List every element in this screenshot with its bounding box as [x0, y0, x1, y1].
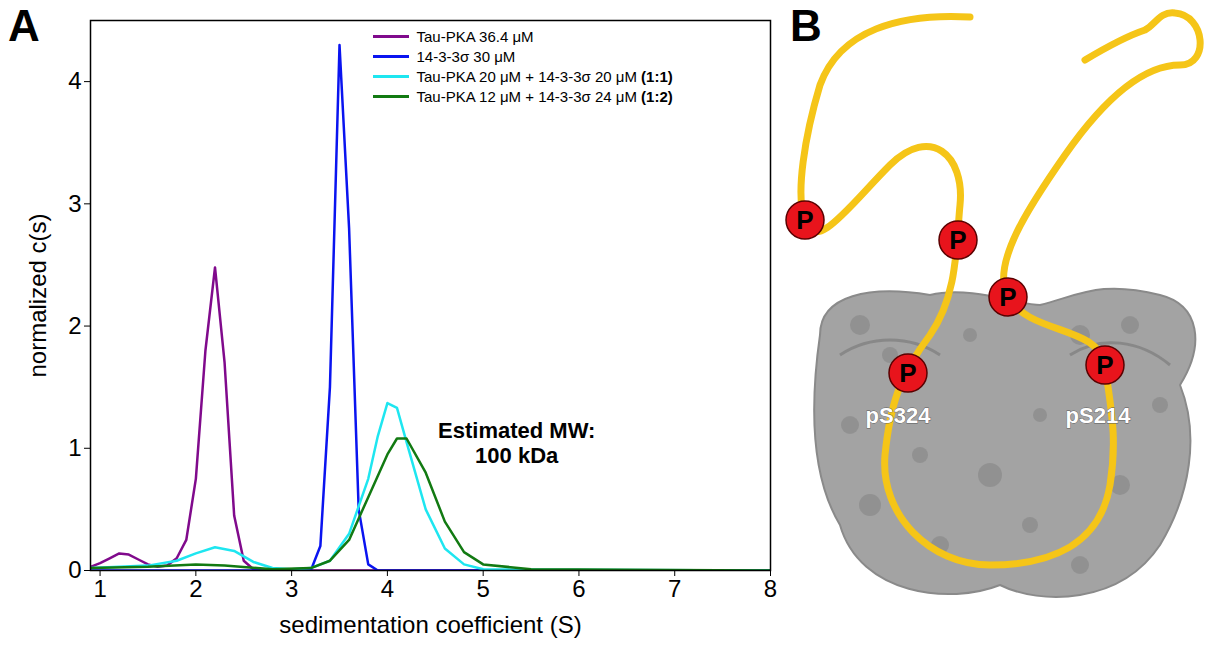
html-text:Tau-PKA 12 μM + 14-3-3σ 24 μM: Tau-PKA 12 μM + 14-3-3σ 24 μM (1:2)	[416, 87, 673, 105]
html-text:Tau-PKA 20 μM + 14-3-3σ 20 μM: Tau-PKA 20 μM + 14-3-3σ 20 μM (1:1)	[416, 67, 673, 85]
svg-text:normalized c(s): normalized c(s)	[24, 213, 51, 377]
html-text:14-3-3σ 30 μM: 14-3-3σ 30 μM	[416, 47, 516, 65]
svg-text:P: P	[1096, 350, 1113, 380]
svg-text:sedimentation coefficient (S): sedimentation coefficient (S)	[279, 611, 581, 638]
svg-text:2: 2	[68, 312, 81, 339]
svg-text:Estimated MW:100 kDa: Estimated MW:100 kDa	[438, 418, 595, 468]
svg-text:P: P	[999, 282, 1016, 312]
svg-text:2: 2	[189, 575, 202, 602]
html-text:A: A	[8, 1, 40, 50]
svg-text:4: 4	[68, 67, 81, 94]
svg-text:P: P	[899, 358, 916, 388]
svg-text:0: 0	[68, 556, 81, 583]
svg-text:P: P	[949, 225, 966, 255]
svg-text:5: 5	[476, 575, 489, 602]
svg-text:3: 3	[68, 190, 81, 217]
svg-text:4: 4	[381, 575, 394, 602]
html-text:B: B	[790, 1, 822, 50]
svg-text:8: 8	[764, 575, 777, 602]
svg-text:1: 1	[93, 575, 106, 602]
svg-text:pS214: pS214	[1066, 403, 1132, 428]
svg-text:6: 6	[572, 575, 585, 602]
svg-text:7: 7	[668, 575, 681, 602]
svg-text:1: 1	[68, 434, 81, 461]
svg-text:pS324: pS324	[866, 403, 932, 428]
svg-text:3: 3	[285, 575, 298, 602]
html-text:Tau-PKA 36.4 μM: Tau-PKA 36.4 μM	[416, 27, 534, 45]
svg-text:P: P	[796, 205, 813, 235]
